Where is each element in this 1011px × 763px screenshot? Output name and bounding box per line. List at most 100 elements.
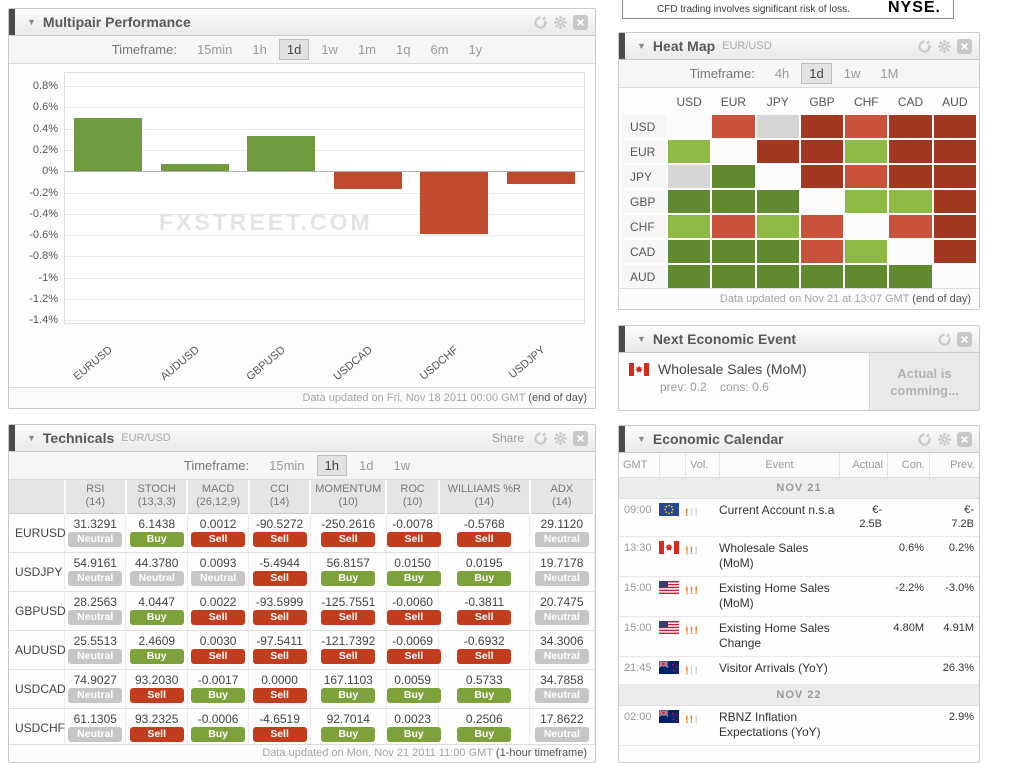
collapse-icon[interactable]: ▼ — [637, 334, 646, 344]
heatmap-cell-AUD-GBP[interactable] — [800, 265, 844, 288]
heatmap-cell-EUR-CAD[interactable] — [889, 140, 932, 163]
collapse-icon[interactable]: ▼ — [27, 17, 36, 27]
heatmap-cell-AUD-USD[interactable] — [668, 265, 711, 288]
calendar-event-row[interactable]: 13:30!!! Wholesale Sales (MoM) 0.6% 0.2% — [619, 537, 979, 577]
bar-USDJPY[interactable] — [506, 172, 575, 184]
heatmap-cell-GBP-CAD[interactable] — [889, 190, 932, 213]
panel-handle[interactable] — [619, 326, 625, 352]
heatmap-cell-EUR-EUR[interactable] — [712, 140, 755, 163]
heatmap-cell-EUR-JPY[interactable] — [756, 140, 799, 163]
heatmap-cell-AUD-CAD[interactable] — [889, 265, 932, 288]
heatmap-cell-AUD-AUD[interactable] — [933, 265, 976, 288]
signal-badge[interactable]: Buy — [321, 570, 376, 586]
signal-badge[interactable]: Sell — [252, 531, 307, 547]
heatmap-cell-CHF-EUR[interactable] — [712, 215, 755, 238]
collapse-icon[interactable]: ▼ — [637, 434, 646, 444]
heatmap-cell-GBP-EUR[interactable] — [712, 190, 755, 213]
signal-badge[interactable]: Buy — [457, 726, 512, 742]
close-icon[interactable] — [573, 14, 588, 30]
heatmap-cell-GBP-GBP[interactable] — [800, 190, 844, 213]
heatmap-cell-CHF-CHF[interactable] — [845, 215, 888, 238]
gear-icon[interactable] — [937, 432, 952, 447]
signal-badge[interactable]: Buy — [129, 531, 184, 547]
signal-badge[interactable]: Sell — [252, 570, 307, 586]
heatmap-cell-CAD-USD[interactable] — [668, 240, 711, 263]
share-button[interactable]: Share — [491, 431, 524, 445]
timeframe-option-1q[interactable]: 1q — [396, 42, 411, 57]
signal-badge[interactable]: Sell — [457, 531, 512, 547]
heatmap-cell-CHF-GBP[interactable] — [800, 215, 844, 238]
heatmap-cell-USD-JPY[interactable] — [756, 115, 799, 138]
heatmap-cell-JPY-AUD[interactable] — [933, 165, 976, 188]
refresh-icon[interactable] — [917, 39, 932, 54]
close-icon[interactable] — [573, 430, 588, 446]
signal-badge[interactable]: Sell — [321, 531, 376, 547]
calendar-event-row[interactable]: 15:00!!! Existing Home Sales (MoM) -2.2% -3… — [619, 577, 979, 617]
panel-handle[interactable] — [619, 426, 625, 452]
signal-badge[interactable]: Sell — [252, 609, 307, 625]
heatmap-cell-JPY-EUR[interactable] — [712, 165, 755, 188]
heatmap-cell-CHF-CAD[interactable] — [889, 215, 932, 238]
heatmap-cell-CHF-USD[interactable] — [668, 215, 711, 238]
signal-badge[interactable]: Sell — [386, 531, 441, 547]
signal-badge[interactable]: Buy — [191, 687, 246, 703]
timeframe-option-1m[interactable]: 1m — [357, 42, 377, 57]
timeframe-option-1w[interactable]: 1w — [393, 458, 411, 473]
timeframe-option-15min[interactable]: 15min — [269, 458, 305, 473]
bar-GBPUSD[interactable] — [247, 136, 316, 172]
bar-USDCHF[interactable] — [420, 172, 489, 234]
signal-badge[interactable]: Neutral — [534, 687, 589, 703]
signal-badge[interactable]: Neutral — [191, 570, 246, 586]
signal-badge[interactable]: Sell — [386, 609, 441, 625]
signal-badge[interactable]: Sell — [386, 648, 441, 664]
signal-badge[interactable]: Neutral — [68, 726, 123, 742]
timeframe-option-1d[interactable]: 1d — [278, 39, 310, 60]
heatmap-cell-USD-CHF[interactable] — [845, 115, 888, 138]
heatmap-cell-EUR-GBP[interactable] — [800, 140, 844, 163]
heatmap-cell-CAD-GBP[interactable] — [800, 240, 844, 263]
heatmap-cell-USD-USD[interactable] — [668, 115, 711, 138]
heatmap-cell-EUR-CHF[interactable] — [845, 140, 888, 163]
heatmap-cell-USD-AUD[interactable] — [933, 115, 976, 138]
signal-badge[interactable]: Buy — [129, 648, 184, 664]
calendar-event-row[interactable]: 02:00!!! RBNZ Inflation Expectations (YoY… — [619, 706, 979, 746]
heatmap-cell-CAD-AUD[interactable] — [933, 240, 976, 263]
heatmap-cell-GBP-AUD[interactable] — [933, 190, 976, 213]
signal-badge[interactable]: Sell — [321, 648, 376, 664]
signal-badge[interactable]: Neutral — [534, 609, 589, 625]
signal-badge[interactable]: Neutral — [534, 648, 589, 664]
signal-badge[interactable]: Neutral — [534, 570, 589, 586]
timeframe-option-1w[interactable]: 1w — [843, 66, 861, 81]
signal-badge[interactable]: Sell — [191, 609, 246, 625]
heatmap-cell-GBP-CHF[interactable] — [845, 190, 888, 213]
heatmap-cell-CAD-CAD[interactable] — [889, 240, 932, 263]
signal-badge[interactable]: Sell — [191, 648, 246, 664]
timeframe-option-1h[interactable]: 1h — [252, 42, 267, 57]
signal-badge[interactable]: Sell — [457, 609, 512, 625]
panel-handle[interactable] — [9, 425, 15, 451]
signal-badge[interactable]: Buy — [129, 609, 184, 625]
heatmap-cell-EUR-AUD[interactable] — [933, 140, 976, 163]
signal-badge[interactable]: Buy — [321, 687, 376, 703]
calendar-event-row[interactable]: 21:45!!! Visitor Arrivals (YoY) 26.3% — [619, 657, 979, 685]
signal-badge[interactable]: Neutral — [68, 570, 123, 586]
heatmap-cell-GBP-JPY[interactable] — [756, 190, 799, 213]
close-icon[interactable] — [957, 331, 972, 347]
close-icon[interactable] — [957, 38, 972, 54]
signal-badge[interactable]: Neutral — [68, 609, 123, 625]
signal-badge[interactable]: Buy — [191, 726, 246, 742]
signal-badge[interactable]: Neutral — [534, 531, 589, 547]
signal-badge[interactable]: Buy — [386, 687, 441, 703]
timeframe-option-1h[interactable]: 1h — [316, 455, 348, 476]
bar-EURUSD[interactable] — [74, 117, 143, 172]
collapse-icon[interactable]: ▼ — [27, 433, 36, 443]
gear-icon[interactable] — [553, 15, 568, 30]
calendar-event-row[interactable]: 15:00!!! Existing Home Sales Change 4.80M 4… — [619, 617, 979, 657]
signal-badge[interactable]: Sell — [252, 648, 307, 664]
gear-icon[interactable] — [937, 39, 952, 54]
calendar-event-row[interactable]: 09:00!!! Current Account n.s.a €- 2.5B €- 7… — [619, 499, 979, 537]
heatmap-cell-JPY-CAD[interactable] — [889, 165, 932, 188]
heatmap-cell-CHF-AUD[interactable] — [933, 215, 976, 238]
heatmap-cell-JPY-GBP[interactable] — [800, 165, 844, 188]
heatmap-cell-CAD-CHF[interactable] — [845, 240, 888, 263]
